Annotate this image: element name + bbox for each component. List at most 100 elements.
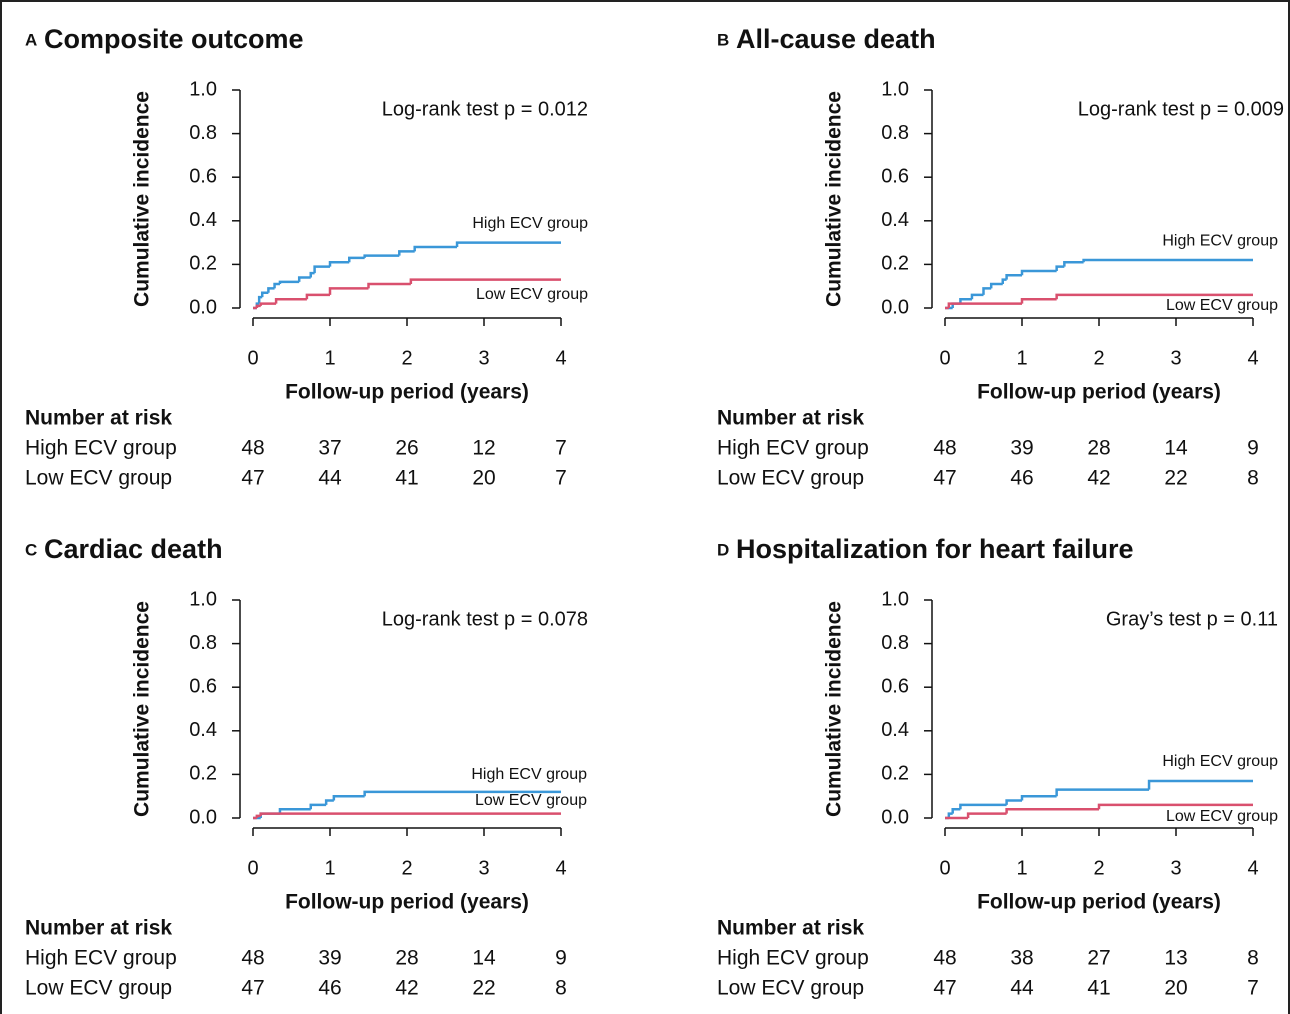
- y-axis-label: Cumulative incidence: [823, 91, 846, 307]
- x-tick-label: 2: [1093, 347, 1104, 369]
- y-tick-label: 0.8: [189, 632, 217, 654]
- x-tick-label: 3: [478, 857, 489, 879]
- step: [1097, 803, 1253, 810]
- risk-count: 8: [555, 977, 567, 1000]
- annotation: Gray’s test p = 0.11: [1106, 608, 1278, 630]
- y-tick-label: 0.8: [881, 122, 909, 144]
- y-tick-label: 0.2: [881, 253, 909, 275]
- x-tick-label: 2: [401, 857, 412, 879]
- risk-count: 7: [555, 437, 567, 460]
- step: [1020, 298, 1057, 304]
- curve-label: Low ECV group: [476, 286, 588, 303]
- step: [409, 278, 561, 285]
- curve-label: High ECV group: [1162, 753, 1278, 770]
- risk-count: 20: [1164, 977, 1187, 1000]
- step: [455, 241, 561, 247]
- step: [959, 298, 972, 304]
- y-tick-label: 0.0: [189, 806, 217, 828]
- panel-title: All-cause death: [736, 24, 936, 54]
- step: [313, 265, 330, 274]
- step: [1055, 788, 1150, 797]
- step: [1055, 293, 1253, 300]
- panel-letter: D: [717, 540, 729, 559]
- step: [309, 271, 315, 278]
- curve-label: Low ECV group: [1166, 808, 1278, 825]
- risk-count: 20: [472, 467, 495, 490]
- y-tick-label: 0.6: [189, 165, 217, 187]
- x-tick-label: 0: [939, 347, 950, 369]
- step: [363, 790, 561, 797]
- step: [1005, 274, 1022, 280]
- risk-count: 42: [1087, 467, 1110, 490]
- x-tick-label: 3: [1170, 347, 1181, 369]
- risk-row-label: Low ECV group: [25, 977, 172, 1000]
- step: [1001, 278, 1007, 285]
- step: [947, 302, 1022, 308]
- step: [1082, 258, 1253, 263]
- risk-count: 26: [395, 437, 418, 460]
- y-tick-label: 0.4: [189, 209, 217, 231]
- risk-title: Number at risk: [25, 917, 172, 940]
- risk-count: 7: [1247, 977, 1259, 1000]
- panel: D Hospitalization for heart failure Cumula…: [717, 534, 1278, 999]
- risk-count: 47: [933, 467, 956, 490]
- y-tick-label: 0.2: [881, 763, 909, 785]
- step: [267, 287, 275, 293]
- risk-count: 38: [1010, 947, 1033, 970]
- risk-count: 47: [241, 977, 264, 1000]
- x-tick-label: 1: [324, 857, 335, 879]
- risk-row-label: High ECV group: [25, 947, 177, 970]
- panel-title: Hospitalization for heart failure: [736, 534, 1134, 564]
- step: [1005, 799, 1022, 805]
- risk-count: 44: [318, 467, 342, 490]
- risk-row-label: High ECV group: [717, 437, 869, 460]
- step: [273, 282, 280, 289]
- risk-row-label: High ECV group: [717, 947, 869, 970]
- x-tick-label: 0: [247, 857, 258, 879]
- y-tick-label: 0.4: [881, 719, 909, 741]
- y-tick-label: 0.8: [189, 122, 217, 144]
- step: [278, 808, 311, 814]
- panel: C Cardiac death Cumulative incidence 0.0 0.2…: [25, 534, 588, 999]
- y-axis-label: Cumulative incidence: [823, 601, 846, 817]
- step: [970, 293, 984, 300]
- risk-count: 22: [1164, 467, 1187, 490]
- x-tick-label: 4: [1247, 857, 1258, 879]
- step: [1063, 260, 1084, 267]
- step: [348, 256, 365, 263]
- panel: B All-cause death Cumulative incidence 0.0 0…: [717, 24, 1284, 489]
- step: [278, 280, 300, 285]
- y-axis-label: Cumulative incidence: [131, 91, 154, 307]
- step: [367, 282, 411, 289]
- y-tick-label: 0.0: [881, 296, 909, 318]
- x-axis-label: Follow-up period (years): [285, 381, 529, 404]
- y-tick-label: 1.0: [881, 78, 909, 100]
- step: [259, 302, 277, 306]
- curve-label: Low ECV group: [1166, 297, 1278, 314]
- x-tick-label: 4: [555, 857, 566, 879]
- y-tick-label: 0.6: [881, 165, 909, 187]
- risk-title: Number at risk: [25, 407, 172, 430]
- x-tick-label: 1: [324, 347, 335, 369]
- step: [260, 291, 269, 298]
- annotation: Log-rank test p = 0.078: [382, 608, 588, 630]
- risk-count: 13: [1164, 947, 1187, 970]
- x-tick-label: 0: [247, 347, 258, 369]
- x-tick-label: 4: [555, 347, 566, 369]
- y-tick-label: 0.6: [881, 675, 909, 697]
- risk-count: 41: [1087, 977, 1110, 1000]
- curve-label: Low ECV group: [475, 792, 587, 809]
- x-tick-label: 3: [478, 347, 489, 369]
- risk-count: 48: [241, 947, 264, 970]
- risk-count: 12: [472, 437, 495, 460]
- x-tick-label: 0: [939, 857, 950, 879]
- panel-letter: B: [717, 30, 729, 49]
- step: [259, 812, 561, 816]
- risk-count: 9: [555, 947, 567, 970]
- x-axis-label: Follow-up period (years): [977, 891, 1221, 914]
- x-tick-label: 4: [1247, 347, 1258, 369]
- risk-count: 14: [1164, 437, 1188, 460]
- risk-title: Number at risk: [717, 407, 864, 430]
